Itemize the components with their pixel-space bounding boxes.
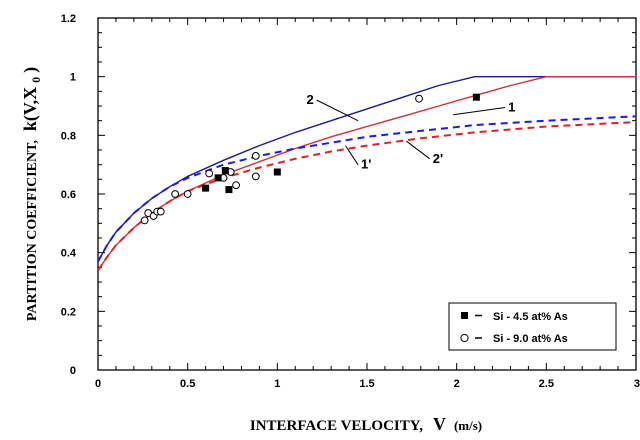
x-tick-label: 2.5 [539,378,554,390]
x-tick-labels: 0 0.5 1 1.5 2 2.5 3 [95,378,640,390]
y-axis-title-close: ) [20,67,41,73]
curve-label-leader [453,106,506,116]
open-circle-point [156,207,165,216]
x-tick-label: 0.5 [180,378,195,390]
filled-square-point [221,167,229,175]
filled-square-point [214,174,222,182]
x-tick-label: 1.5 [359,378,374,390]
legend-label-2: Si - 9.0 at% As [493,333,568,345]
y-tick-label: 0.2 [61,306,76,318]
legend-label-1: Si - 4.5 at% As [493,311,568,323]
x-axis-title: INTERFACE VELOCITY, V (m/s) [250,414,482,434]
series-line-2-prime [97,115,637,262]
curve-label-leader [345,145,359,165]
x-tick-label: 2 [454,378,460,390]
open-circle-point [232,181,240,190]
curve-label-text: 1 [508,99,515,114]
curve-label-leader [406,140,431,160]
x-axis-title-symbol: V [433,414,446,434]
x-axis-title-main: INTERFACE VELOCITY, [250,418,423,434]
y-tick-label: 0.6 [61,189,76,201]
x-axis-title-unit: (m/s) [454,418,482,433]
open-circle-point [140,216,149,225]
filled-square-point [202,184,210,192]
y-axis-title-symbol: k(V,X [20,87,41,131]
axis-ticks [97,17,637,371]
filled-square-point [273,168,281,176]
open-circle-point [171,190,180,198]
y-tick-labels: 0 0.2 0.4 0.6 0.8 1 1.2 [61,13,77,377]
open-circle-point [251,172,260,181]
filled-square-point [472,93,480,101]
x-tick-label: 1 [274,378,280,390]
y-tick-label: 0.8 [61,130,76,142]
series-line-1-prime [97,121,637,271]
curve-label-text: 2' [433,151,443,166]
open-circle-point [251,151,260,160]
y-axis-title-sub: 0 [29,77,43,83]
y-tick-label: 1.2 [61,13,76,25]
legend: Si - 4.5 at% As Si - 9.0 at% As [448,302,617,351]
open-circle-point [205,169,214,178]
y-tick-label: 0.4 [61,248,77,260]
legend-box [448,302,617,351]
curve-label-text: 1' [361,157,371,172]
filled-square-point [225,186,233,194]
points-layer [140,93,480,225]
legend-open-circle-marker [460,333,469,343]
open-circle-point [183,190,192,198]
curve-label-leader [316,99,359,122]
y-axis-title: PARTITION COEFFICIENT, k(V,X 0 ) [20,67,44,321]
y-axis-title-main: PARTITION COEFFICIENT, [25,140,40,321]
y-tick-label: 0 [70,365,76,377]
legend-filled-square-marker [461,312,468,319]
curve-labels: 2 1 2' 1' [307,92,516,172]
y-tick-label: 1 [70,72,76,84]
series-line-1 [97,75,636,271]
open-circle-point [415,94,423,103]
curve-label-text: 2 [307,92,314,107]
series-layer [97,75,637,271]
x-tick-label: 0 [95,378,101,390]
x-tick-label: 3 [634,378,640,390]
